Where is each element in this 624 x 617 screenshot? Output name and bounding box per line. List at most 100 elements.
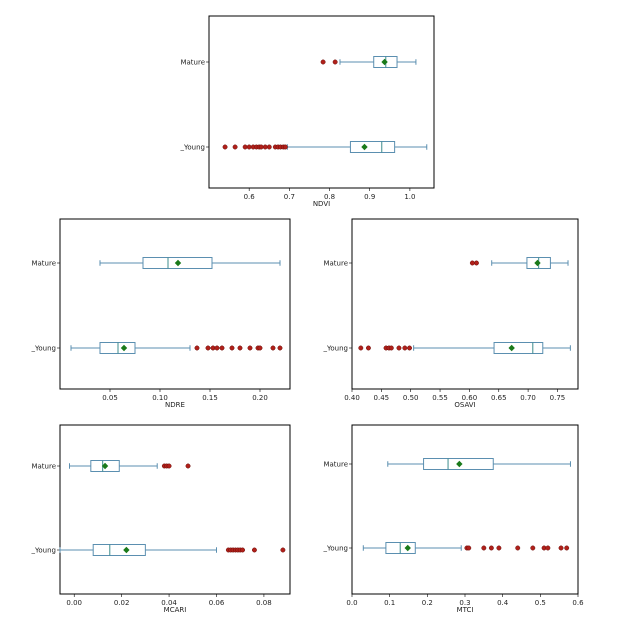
x-tick-label: 0.05 [102, 394, 118, 402]
x-axis-label: MTCI [457, 606, 474, 614]
mean-marker [361, 143, 368, 151]
outlier-point [496, 545, 502, 551]
x-tick-label: 0.2 [422, 599, 433, 607]
x-tick-label: 0.9 [364, 193, 375, 201]
x-tick-label: 0.4 [497, 599, 509, 607]
x-tick-label: 0.65 [491, 394, 507, 402]
outlier-point [214, 345, 220, 351]
x-tick-label: 0.00 [66, 599, 82, 607]
mean-marker [508, 344, 515, 352]
x-tick-label: 0.7 [284, 193, 295, 201]
outlier-point [266, 144, 272, 150]
x-axis-label: MCARI [164, 606, 187, 614]
outlier-point [473, 260, 479, 266]
outlier-point [194, 345, 200, 351]
x-tick-label: 0.04 [161, 599, 177, 607]
outlier-point [247, 345, 253, 351]
outlier-point [282, 144, 288, 150]
category-label: _Young [31, 345, 56, 353]
x-tick-label: 0.8 [324, 193, 335, 201]
outlier-point [251, 547, 257, 553]
x-tick-label: 0.75 [550, 394, 566, 402]
x-tick-label: 0.6 [244, 193, 256, 201]
panel-osavi: 0.40 0.45 0.50 0.55 0.60 0.65 0.70 0.75 OSAVI Mat… [323, 218, 579, 409]
outlier-point [232, 144, 238, 150]
category-label: Mature [323, 461, 348, 469]
iqr-box [493, 342, 544, 354]
category-label: _Young [323, 545, 348, 553]
outlier-point [262, 144, 268, 150]
outlier-point [166, 463, 172, 469]
outlier-point [185, 463, 191, 469]
x-tick-label: 0.1 [384, 599, 395, 607]
category-label: Mature [31, 260, 56, 268]
x-axis-label: OSAVI [454, 401, 475, 409]
panel-mcari: 0.00 0.02 0.04 0.06 0.08 MCARI Mature _Young [31, 424, 291, 614]
x-tick-label: 0.6 [572, 599, 584, 607]
x-tick-label: 0.10 [152, 394, 168, 402]
outlier-point [358, 345, 364, 351]
x-tick-label: 0.06 [209, 599, 225, 607]
outlier-point [407, 345, 412, 351]
x-tick-label: 0.70 [520, 394, 536, 402]
outlier-point [210, 345, 216, 351]
outlier-point [205, 345, 211, 351]
x-tick-label: 0.0 [346, 599, 357, 607]
panel-ndre: 0.05 0.10 0.15 0.20 NDRE Mature _Young [31, 218, 291, 409]
outlier-point [270, 345, 276, 351]
x-tick-label: 0.60 [462, 394, 478, 402]
plot-frame [208, 15, 435, 189]
x-tick-label: 0.40 [344, 394, 360, 402]
category-label: Mature [31, 463, 56, 471]
x-axis-label: NDRE [165, 401, 185, 409]
outlier-point [396, 345, 402, 351]
panel-ndvi: 0.6 0.7 0.8 0.9 1.0 NDVI Mature _Young [180, 15, 435, 208]
outlier-point [240, 547, 246, 553]
outlier-point [222, 144, 228, 150]
outlier-point [229, 345, 235, 351]
category-label: _Young [323, 345, 348, 353]
outlier-point [280, 547, 286, 553]
outlier-point [258, 144, 264, 150]
outlier-point [246, 144, 252, 150]
mean-marker [174, 259, 182, 267]
outlier-point [320, 59, 326, 65]
x-tick-label: 0.08 [256, 599, 272, 607]
outlier-point [564, 545, 570, 551]
mean-marker [456, 460, 463, 468]
outlier-point [242, 144, 248, 150]
outlier-point [388, 345, 394, 351]
x-tick-label: 0.3 [459, 599, 470, 607]
x-tick-label: 1.0 [404, 193, 415, 201]
plot-frame [59, 424, 291, 595]
x-tick-label: 0.20 [252, 394, 268, 402]
outlier-point [332, 59, 338, 65]
outlier-point [365, 345, 371, 351]
mean-marker [404, 544, 411, 552]
x-tick-label: 0.15 [202, 394, 218, 402]
x-tick-label: 0.50 [403, 394, 419, 402]
x-tick-label: 0.45 [374, 394, 390, 402]
outlier-point [277, 345, 283, 351]
outlier-point [219, 345, 225, 351]
outlier-point [481, 545, 487, 551]
x-tick-label: 0.02 [114, 599, 130, 607]
x-axis-label: NDVI [313, 200, 330, 208]
panel-mtci: 0.0 0.1 0.2 0.3 0.4 0.5 0.6 MTCI Mature _Young [323, 424, 584, 614]
x-tick-label: 0.5 [535, 599, 546, 607]
outlier-point [488, 545, 494, 551]
plot-frame [351, 424, 579, 595]
category-label: Mature [180, 59, 205, 67]
outlier-point [515, 545, 521, 551]
mean-marker [123, 546, 130, 554]
plot-frame [59, 218, 291, 390]
category-label: Mature [323, 260, 348, 268]
outlier-point [466, 545, 472, 551]
outlier-point [530, 545, 536, 551]
mean-marker [101, 462, 109, 470]
plot-frame [351, 218, 579, 390]
x-tick-label: 0.55 [432, 394, 448, 402]
outlier-point [257, 345, 263, 351]
outlier-point [545, 545, 551, 551]
